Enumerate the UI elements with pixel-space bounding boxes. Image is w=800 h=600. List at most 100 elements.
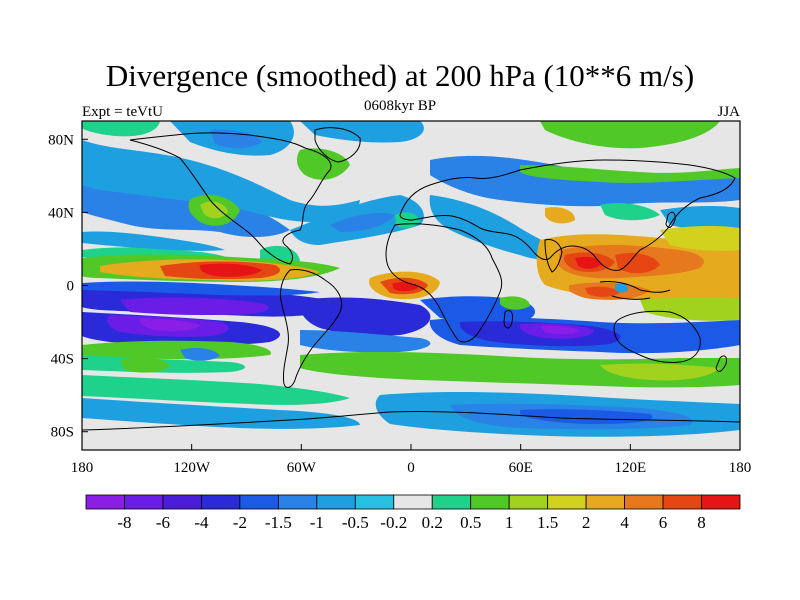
contour-region [139,318,200,331]
colorbar-swatch [547,494,587,510]
colorbar-swatch [585,494,625,510]
period-label: 0608kyr BP [363,98,437,114]
colorbar-swatch [124,494,164,510]
colorbar-label: 1.5 [537,513,558,532]
x-tick-label: 60W [287,460,317,476]
colorbar-label: -1.5 [265,513,292,532]
colorbar-swatch [470,494,510,510]
coastline-eurasia [399,159,736,271]
contour-region [120,297,269,316]
colorbar-swatch [701,494,741,510]
contour-region [640,297,740,321]
contour-region [82,375,350,405]
colorbar-swatch [85,494,125,510]
coastline-madagascar [503,309,513,329]
y-tick-label: 0 [67,279,75,295]
contour-region [82,398,360,429]
colorbar-swatch [277,494,318,510]
x-tick-label: 120W [173,460,211,476]
contour-region [330,213,395,232]
axis-ticks: 180 120W 60W 0 60E 120E 180 80N 40N 0 40S 80S [48,132,751,476]
coastline-greenland [314,127,361,163]
contour-region [210,129,262,149]
map-panel: 180 120W 60W 0 60E 120E 180 80N 40N 0 40S 80S [48,120,751,476]
contour-region [300,352,740,388]
coastline-new-zealand [715,355,727,372]
y-tick-label: 80N [48,132,74,148]
colorbar-label: 4 [620,513,629,532]
contour-region [300,330,431,353]
contour-region [575,256,602,269]
contour-region [540,121,720,149]
y-tick-label: 80S [51,425,74,441]
contour-region [82,340,271,360]
coastline-antarctica [82,410,740,431]
coastline-indonesia [599,281,671,300]
colorbar-swatch [162,494,202,510]
contour-region [500,296,530,310]
coastline-south-america [279,269,343,388]
contour-region [300,121,424,143]
contour-region [199,263,262,277]
contour-region [82,231,225,251]
coastline-africa [385,223,503,343]
colorbar-swatch [431,494,472,510]
contour-region [82,121,160,137]
coastline-india [544,239,563,273]
colorbar-swatch [624,494,664,510]
contour-region [299,297,431,337]
experiment-label: Expt = teVtU [82,104,163,120]
contour-region [297,148,350,180]
coastline-north-america [129,132,332,265]
contour-region [615,253,660,274]
contour-region [120,357,170,373]
contour-region [429,195,575,260]
colorbar-swatch [393,494,433,510]
x-tick-label: 0 [407,460,415,476]
colorbar-swatch [508,494,549,510]
colorbar-swatch [662,494,702,510]
x-tick-label: 180 [729,460,752,476]
colorbar-label: -8 [117,513,131,532]
contour-region [585,286,620,297]
colorbar-label: -2 [233,513,247,532]
colorbar-label: -1 [310,513,324,532]
colorbar-swatch [354,494,395,510]
colorbar-label: 6 [659,513,668,532]
contour-fill-layer [82,121,740,437]
colorbar-label: 0.2 [422,513,443,532]
colorbar-label: -0.5 [342,513,369,532]
colorbar-label: 0.5 [460,513,481,532]
contour-region [82,140,360,222]
contour-region [520,409,653,424]
colorbar-label: -6 [156,513,170,532]
coastline-japan [665,211,676,228]
x-tick-label: 60E [509,460,533,476]
contour-region [545,207,575,224]
y-tick-label: 40S [51,352,74,368]
colorbar-swatch [316,494,356,510]
contour-region [540,325,580,335]
contour-region [520,165,740,183]
coastline-layer [82,127,740,431]
contour-region [660,225,740,251]
coastline-australia [613,310,701,363]
x-tick-label: 120E [614,460,646,476]
contour-region [180,348,220,361]
contour-region [615,283,628,293]
contour-region [600,203,660,221]
colorbar-label: -0.2 [380,513,407,532]
contour-region [200,201,228,219]
colorbar-label: 8 [697,513,706,532]
colorbar-swatch [201,494,241,510]
contour-region [600,363,720,381]
colorbar-label: 2 [582,513,591,532]
chart-title: Divergence (smoothed) at 200 hPa (10**6 … [105,58,695,93]
x-tick-label: 180 [71,460,94,476]
colorbar-swatch [239,494,279,510]
colorbar: -8 -6 -4 -2 -1.5 -1 -0.5 -0.2 0.2 0.5 1 1.5 2 4 6 8 [85,494,741,532]
y-tick-label: 40N [48,205,74,221]
season-label: JJA [717,104,740,120]
colorbar-label: 1 [505,513,514,532]
